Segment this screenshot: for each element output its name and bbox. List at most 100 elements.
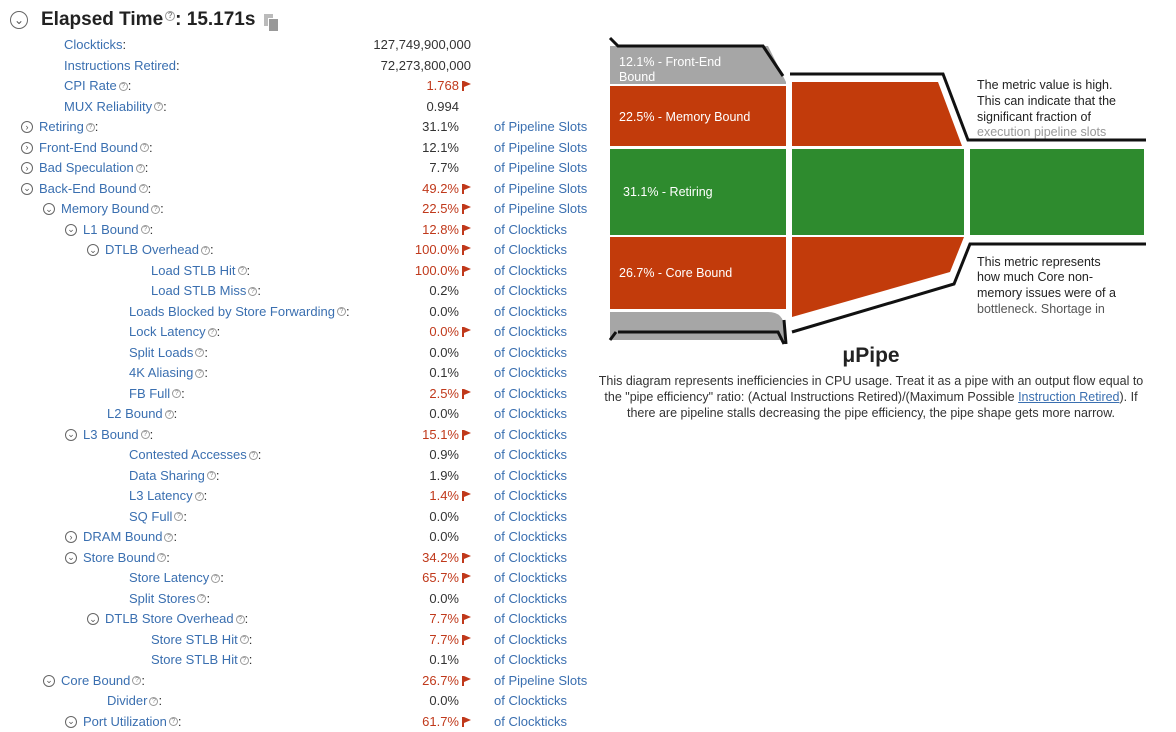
help-icon[interactable]: ? [157, 553, 166, 562]
pipe-label-core: 26.7% - Core Bound [619, 266, 732, 280]
help-icon[interactable]: ? [249, 451, 258, 460]
metric-label[interactable]: ⌄Memory Bound?: [43, 199, 164, 220]
collapsed-toggle-icon[interactable]: › [21, 142, 33, 154]
help-icon[interactable]: ? [136, 164, 145, 173]
metric-label[interactable]: ›Retiring?: [21, 117, 98, 138]
metric-row: ›DRAM Bound?:0.0%of Clockticks [0, 527, 600, 548]
collapsed-toggle-icon[interactable]: › [65, 531, 77, 543]
help-icon[interactable]: ? [236, 615, 245, 624]
pipe-memory-mid [792, 82, 962, 146]
metric-value: 49.2% [422, 179, 471, 200]
help-icon[interactable]: ? [172, 389, 181, 398]
expand-toggle-icon[interactable]: ⌄ [87, 244, 99, 256]
metric-unit: of Clockticks [494, 507, 567, 528]
metric-row: Store STLB Hit?:7.7%of Clockticks [0, 630, 600, 651]
instruction-retired-link[interactable]: Instruction Retired [1018, 390, 1119, 404]
help-icon[interactable]: ? [337, 307, 346, 316]
help-icon[interactable]: ? [169, 717, 178, 726]
metric-row: ⌄Back-End Bound?:49.2%of Pipeline Slots [0, 179, 600, 200]
metric-value: 72,273,800,000 [381, 56, 471, 77]
expand-toggle-icon[interactable]: ⌄ [65, 429, 77, 441]
metric-label[interactable]: ⌄Core Bound?: [43, 671, 145, 692]
expand-toggle-icon[interactable]: ⌄ [87, 613, 99, 625]
help-icon[interactable]: ? [151, 205, 160, 214]
note-core-line: bottleneck. Shortage in [977, 302, 1105, 316]
help-icon[interactable]: ? [149, 697, 158, 706]
metric-label[interactable]: ›Front-End Bound?: [21, 138, 153, 159]
metric-value: 0.994 [426, 97, 471, 118]
help-icon[interactable]: ? [207, 471, 216, 480]
elapsed-time-header: ⌄ Elapsed Time?: 15.171s [10, 6, 279, 34]
collapsed-toggle-icon[interactable]: › [21, 121, 33, 133]
help-icon[interactable]: ? [238, 266, 247, 275]
metric-value: 7.7% [429, 630, 471, 651]
copy-icon[interactable] [263, 14, 279, 30]
metric-unit: of Pipeline Slots [494, 158, 587, 179]
help-icon[interactable]: ? [240, 635, 249, 644]
metric-row: L3 Latency?:1.4%of Clockticks [0, 486, 600, 507]
help-icon[interactable]: ? [139, 184, 148, 193]
metric-label[interactable]: ⌄Back-End Bound?: [21, 179, 151, 200]
help-icon[interactable]: ? [201, 246, 210, 255]
collapse-icon[interactable]: ⌄ [10, 11, 28, 29]
metric-row: MUX Reliability?:0.994 [0, 97, 600, 118]
metric-label[interactable]: ⌄Store Bound?: [65, 548, 170, 569]
help-icon[interactable]: ? [195, 348, 204, 357]
note-core-line: memory issues were of a [977, 286, 1116, 300]
help-icon[interactable]: ? [140, 143, 149, 152]
flag-icon [462, 266, 471, 276]
note-core: This metric represents how much Core non… [977, 255, 1116, 316]
pipe-label-retiring: 31.1% - Retiring [623, 185, 713, 199]
metric-label: L2 Bound?: [107, 404, 177, 425]
metric-value: 26.7% [422, 671, 471, 692]
metric-label[interactable]: ⌄DTLB Overhead?: [87, 240, 214, 261]
metric-label[interactable]: ›Bad Speculation?: [21, 158, 148, 179]
metric-label[interactable]: ⌄L3 Bound?: [65, 425, 153, 446]
help-icon[interactable]: ? [154, 102, 163, 111]
expand-toggle-icon[interactable]: ⌄ [65, 552, 77, 564]
help-icon[interactable]: ? [132, 676, 141, 685]
expand-toggle-icon[interactable]: ⌄ [43, 675, 55, 687]
metric-unit: of Clockticks [494, 486, 567, 507]
flag-icon [462, 430, 471, 440]
help-icon[interactable]: ? [164, 533, 173, 542]
help-icon[interactable]: ? [211, 574, 220, 583]
metric-unit: of Clockticks [494, 384, 567, 405]
metric-row: FB Full?:2.5%of Clockticks [0, 384, 600, 405]
metric-value: 34.2% [422, 548, 471, 569]
help-icon[interactable]: ? [248, 287, 257, 296]
metric-unit: of Clockticks [494, 404, 567, 425]
help-icon[interactable]: ? [195, 492, 204, 501]
collapsed-toggle-icon[interactable]: › [21, 162, 33, 174]
metric-row: Loads Blocked by Store Forwarding?:0.0%o… [0, 302, 600, 323]
metric-value: 100.0% [415, 261, 471, 282]
help-icon[interactable]: ? [119, 82, 128, 91]
expand-toggle-icon[interactable]: ⌄ [65, 224, 77, 236]
upipe-diagram: 12.1% - Front-End Bound 22.5% - Memory B… [608, 36, 1146, 348]
help-icon[interactable]: ? [165, 11, 175, 21]
metric-unit: of Clockticks [494, 650, 567, 671]
metric-row: Data Sharing?:1.9%of Clockticks [0, 466, 600, 487]
expand-toggle-icon[interactable]: ⌄ [21, 183, 33, 195]
metric-label: CPI Rate?: [64, 76, 131, 97]
help-icon[interactable]: ? [240, 656, 249, 665]
expand-toggle-icon[interactable]: ⌄ [43, 203, 55, 215]
help-icon[interactable]: ? [141, 430, 150, 439]
metric-label[interactable]: ›DRAM Bound?: [65, 527, 177, 548]
help-icon[interactable]: ? [165, 410, 174, 419]
help-icon[interactable]: ? [174, 512, 183, 521]
metric-label[interactable]: ⌄Port Utilization?: [65, 712, 181, 732]
help-icon[interactable]: ? [197, 594, 206, 603]
metric-row: ⌄DTLB Store Overhead?:7.7%of Clockticks [0, 609, 600, 630]
help-icon[interactable]: ? [86, 123, 95, 132]
metric-label[interactable]: ⌄DTLB Store Overhead?: [87, 609, 248, 630]
help-icon[interactable]: ? [195, 369, 204, 378]
expand-toggle-icon[interactable]: ⌄ [65, 716, 77, 728]
metric-row: CPI Rate?:1.768 [0, 76, 600, 97]
metric-row: Instructions Retired:72,273,800,000 [0, 56, 600, 77]
help-icon[interactable]: ? [208, 328, 217, 337]
metric-row: Lock Latency?:0.0%of Clockticks [0, 322, 600, 343]
metric-label: FB Full?: [129, 384, 185, 405]
help-icon[interactable]: ? [141, 225, 150, 234]
metric-label[interactable]: ⌄L1 Bound?: [65, 220, 153, 241]
